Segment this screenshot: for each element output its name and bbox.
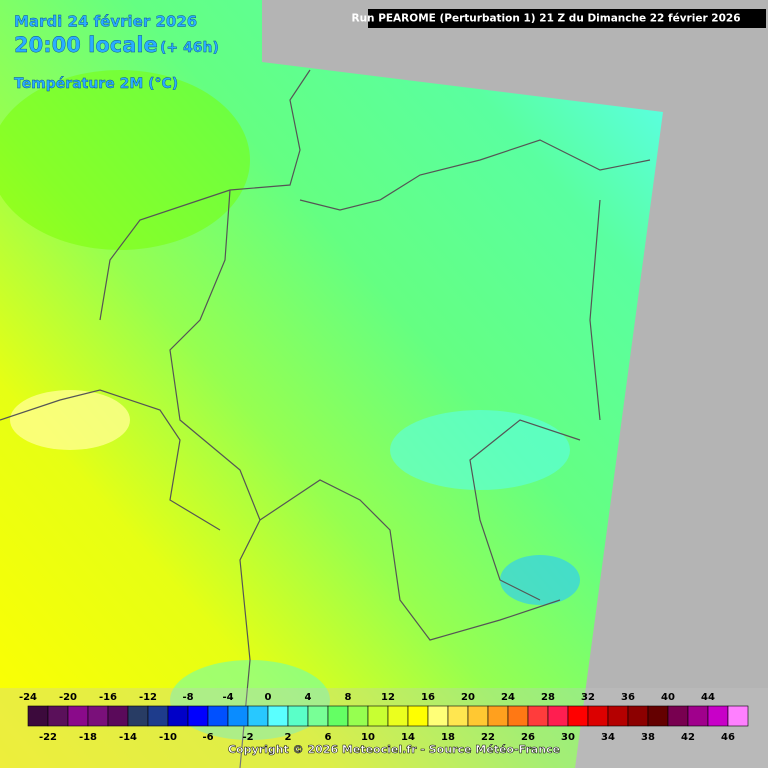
legend-swatch <box>407 705 429 727</box>
legend-panel <box>0 688 768 768</box>
legend-swatch <box>427 705 449 727</box>
run-box <box>368 9 766 28</box>
legend-label: 34 <box>601 732 615 743</box>
lead-time: (+ 46h) <box>160 40 219 56</box>
legend-label: 38 <box>641 732 655 743</box>
legend-label: 30 <box>561 732 575 743</box>
legend-swatch <box>607 705 629 727</box>
legend-swatch <box>47 705 69 727</box>
legend-swatch <box>167 705 189 727</box>
legend-swatch <box>87 705 109 727</box>
legend-swatch <box>667 705 689 727</box>
legend-swatch <box>127 705 149 727</box>
legend-swatch <box>567 705 589 727</box>
legend-swatch <box>107 705 129 727</box>
legend-label: -10 <box>159 732 177 743</box>
parameter: Température 2M (°C) <box>14 76 178 92</box>
date: Mardi 24 février 2026 <box>14 13 197 31</box>
legend-label: -6 <box>202 732 213 743</box>
legend-swatch <box>387 705 409 727</box>
legend-label: 40 <box>661 692 675 703</box>
legend-swatch <box>527 705 549 727</box>
legend-label: -4 <box>222 692 233 703</box>
legend-swatch <box>547 705 569 727</box>
cool-zone <box>390 410 570 490</box>
legend-swatch <box>27 705 49 727</box>
legend-label: -14 <box>119 732 137 743</box>
legend-label: 6 <box>325 732 332 743</box>
legend-label: -18 <box>79 732 97 743</box>
legend-swatch <box>207 705 229 727</box>
legend-label: 32 <box>581 692 595 703</box>
run-info: Run PEAROME (Perturbation 1) 21 Z du Dim… <box>352 13 741 25</box>
legend-swatch <box>687 705 709 727</box>
legend-label: 24 <box>501 692 515 703</box>
legend-swatch <box>707 705 729 727</box>
legend-swatch <box>307 705 329 727</box>
legend-swatch <box>587 705 609 727</box>
legend-swatch <box>467 705 489 727</box>
cool-zone <box>500 555 580 605</box>
time: 20:00 locale <box>14 33 158 57</box>
legend-label: 18 <box>441 732 455 743</box>
legend-swatch <box>487 705 509 727</box>
legend-label: 2 <box>285 732 292 743</box>
legend-label: 44 <box>701 692 715 703</box>
legend-label: 14 <box>401 732 415 743</box>
legend-label: 12 <box>381 692 395 703</box>
legend-swatch <box>447 705 469 727</box>
legend-swatch <box>187 705 209 727</box>
legend-label: 16 <box>421 692 435 703</box>
legend-swatch <box>147 705 169 727</box>
copyright: Copyright © 2026 Meteociel.fr - Source M… <box>228 743 560 756</box>
legend-label: 4 <box>305 692 312 703</box>
legend-swatch <box>727 705 749 727</box>
legend-swatch <box>367 705 389 727</box>
color-legend: -24-22-20-18-16-14-12-10-8-6-4-202468101… <box>19 692 749 743</box>
legend-label: 10 <box>361 732 375 743</box>
legend-label: 42 <box>681 732 695 743</box>
legend-swatch <box>247 705 269 727</box>
legend-label: 36 <box>621 692 635 703</box>
legend-label: -8 <box>182 692 193 703</box>
legend-label: 0 <box>265 692 272 703</box>
warm-zone <box>10 390 130 450</box>
legend-label: -12 <box>139 692 157 703</box>
legend-swatch <box>347 705 369 727</box>
legend-swatch <box>67 705 89 727</box>
legend-label: 26 <box>521 732 535 743</box>
legend-swatch <box>267 705 289 727</box>
legend-label: -20 <box>59 692 77 703</box>
legend-swatch <box>327 705 349 727</box>
legend-swatch <box>647 705 669 727</box>
legend-label: 28 <box>541 692 555 703</box>
field-zone <box>0 70 250 250</box>
legend-label: 22 <box>481 732 495 743</box>
legend-label: -16 <box>99 692 117 703</box>
legend-label: 46 <box>721 732 735 743</box>
legend-swatch <box>287 705 309 727</box>
legend-swatch <box>507 705 529 727</box>
legend-label: 8 <box>345 692 352 703</box>
legend-swatch <box>227 705 249 727</box>
legend-label: 20 <box>461 692 475 703</box>
border <box>0 189 601 769</box>
legend-label: -24 <box>19 692 37 703</box>
legend-swatch <box>627 705 649 727</box>
legend-label: -22 <box>39 732 57 743</box>
legend-label: -2 <box>242 732 253 743</box>
